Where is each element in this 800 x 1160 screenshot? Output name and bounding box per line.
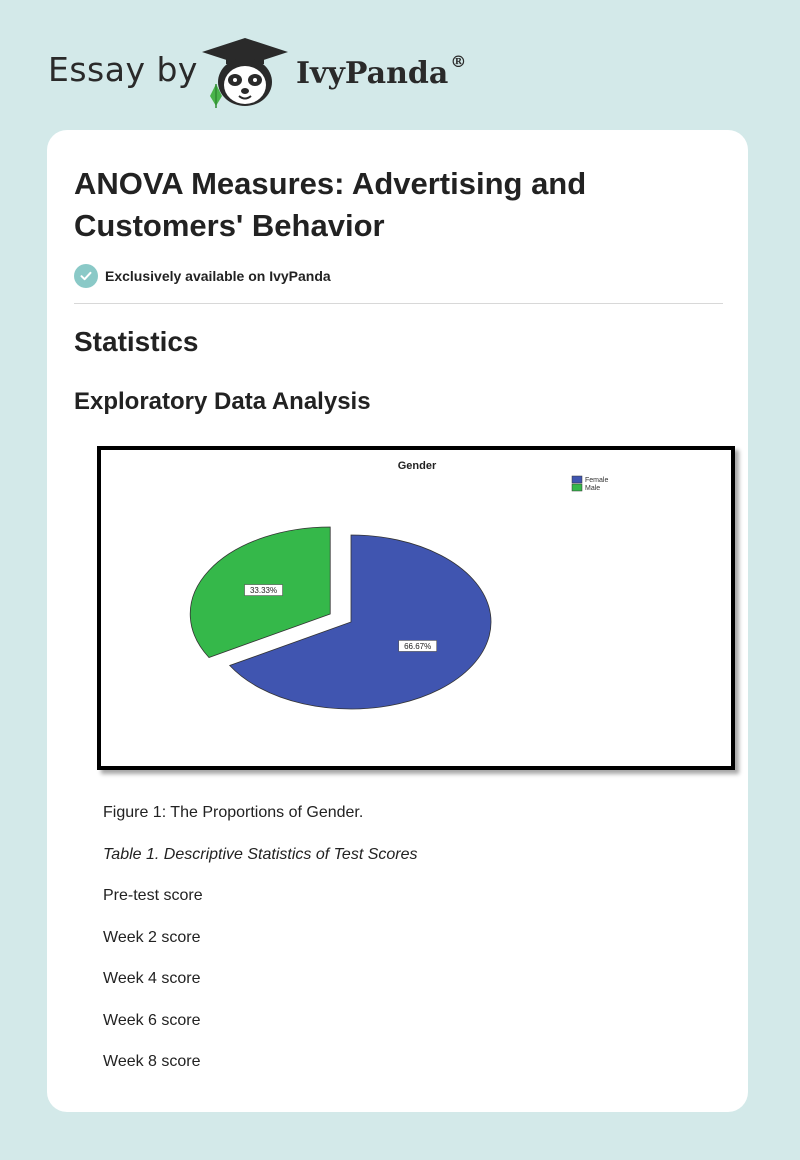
subsection-heading: Exploratory Data Analysis [74, 388, 371, 415]
legend-swatch-female [571, 475, 583, 484]
divider [74, 303, 723, 304]
table-row-label: Week 8 score [103, 1053, 201, 1070]
data-label-box [398, 640, 437, 652]
data-label: 33.33% [250, 586, 277, 595]
pie-slice-female [229, 534, 492, 710]
gender-pie-figure: Gender 66.67% 33.33% Female Male [97, 446, 735, 770]
article-card: ANOVA Measures: Advertising and Customer… [47, 130, 748, 1112]
legend-label-female: Female [585, 477, 608, 484]
table-row-label: Week 6 score [103, 1012, 201, 1029]
legend-swatch-male [571, 483, 583, 492]
data-label-box [244, 584, 283, 596]
table-row-label: Week 2 score [103, 929, 201, 946]
section-heading: Statistics [74, 326, 199, 357]
checkmark-icon [74, 264, 98, 288]
brand-prefix: Essay by [48, 50, 198, 89]
table-caption: Table 1. Descriptive Statistics of Test … [103, 846, 418, 863]
badge-text: Exclusively available on IvyPanda [105, 268, 331, 284]
site-header: Essay by IvyPanda ® [0, 0, 800, 130]
table-row-label: Week 4 score [103, 970, 201, 987]
figure-caption: Figure 1: The Proportions of Gender. [103, 804, 364, 821]
exclusive-badge: Exclusively available on IvyPanda [74, 263, 331, 289]
legend-label-male: Male [585, 485, 600, 492]
brand-name[interactable]: IvyPanda ® [296, 52, 467, 91]
registered-mark: ® [450, 52, 467, 71]
table-row-label: Pre-test score [103, 887, 203, 904]
chart-title: Gender [398, 460, 437, 472]
panda-logo-icon[interactable] [200, 36, 290, 110]
page-title: ANOVA Measures: Advertising and Customer… [74, 166, 587, 243]
data-label: 66.67% [404, 642, 431, 651]
